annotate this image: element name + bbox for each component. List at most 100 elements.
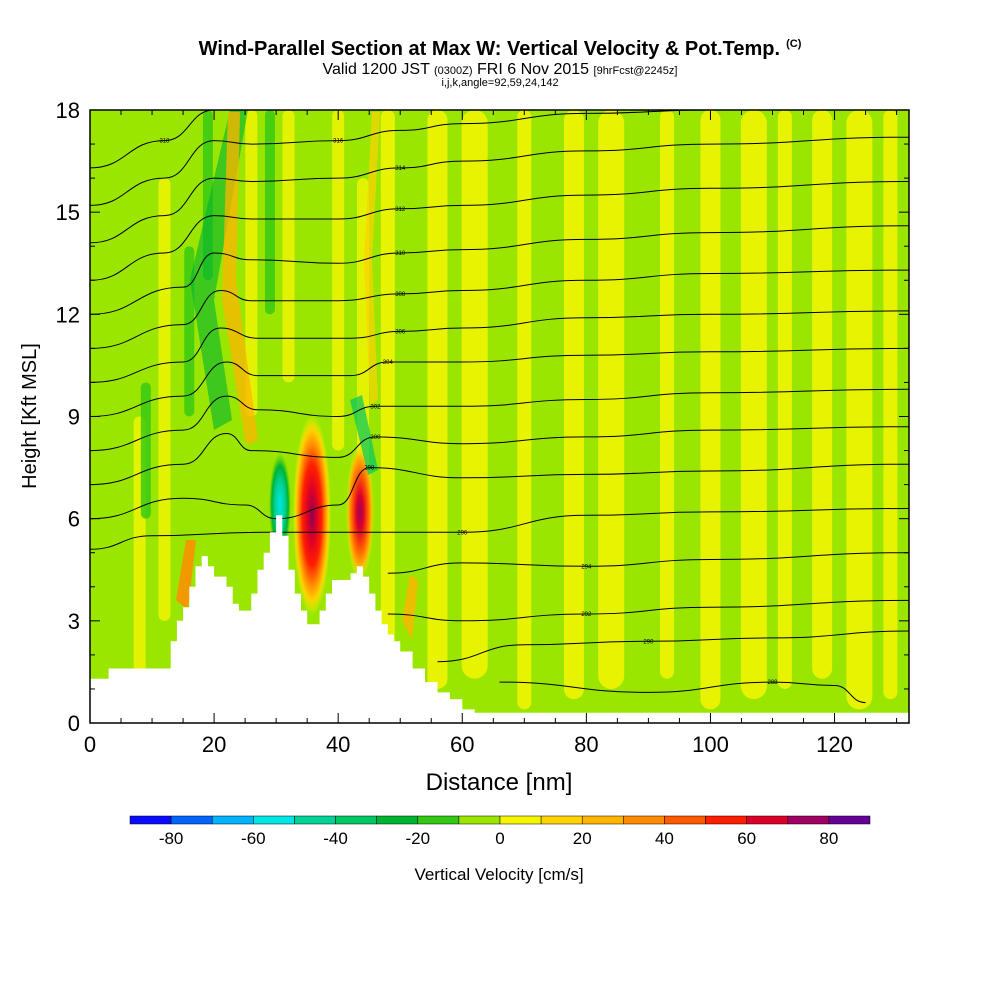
updraft-band (282, 110, 295, 383)
valid-date: FRI 6 Nov 2015 (477, 61, 590, 78)
updraft-band (461, 110, 488, 679)
theta-contour (90, 110, 215, 169)
contour-label: 288 (767, 680, 778, 686)
y-tick-label: 3 (68, 609, 80, 634)
theta-contour (90, 388, 909, 452)
contour-label: 310 (395, 251, 406, 257)
colorbar-tick-label: 20 (573, 829, 592, 848)
updraft-core-2 (346, 444, 374, 580)
contour-label: 306 (395, 329, 406, 335)
velocity-features (176, 110, 418, 640)
colorbar-swatch (129, 815, 172, 825)
theta-contour (90, 136, 909, 244)
theta-contour (90, 181, 909, 281)
downdraft-band (264, 110, 275, 315)
colorbar-label: Vertical Velocity [cm/s] (414, 865, 583, 884)
updraft-band (883, 110, 898, 700)
updraft-band (846, 110, 873, 710)
colorbar-swatch (581, 815, 624, 825)
contour-label: 312 (395, 207, 406, 213)
y-tick-label: 18 (56, 98, 80, 123)
updraft-band (777, 110, 792, 689)
x-tick-label: 40 (326, 732, 350, 757)
y-tick-label: 0 (68, 711, 80, 736)
forecast-info: [9hrFcst@2245z] (593, 65, 678, 77)
downdraft-band (140, 382, 151, 519)
colorbar-swatch (787, 815, 830, 825)
colorbar-swatch (458, 815, 501, 825)
updraft-tilted-band-2 (364, 112, 380, 405)
updraft-band (740, 110, 767, 700)
updraft-band (700, 110, 721, 710)
updraft-core-1 (293, 415, 331, 615)
colorbar-swatch (540, 815, 583, 825)
colorbar-tick-label: 0 (495, 829, 504, 848)
contour-label: 316 (333, 139, 344, 145)
colorbar-swatch (746, 815, 789, 825)
terrain-mask (90, 515, 909, 723)
updraft-band (245, 110, 258, 417)
x-tick-label: 60 (450, 732, 474, 757)
updraft-band (598, 110, 625, 689)
contour-label: 318 (159, 139, 170, 145)
contour-label: 302 (370, 404, 381, 410)
updraft-band (517, 110, 532, 710)
colorbar-swatch (623, 815, 665, 825)
contour-label: 292 (581, 612, 592, 618)
section-params: i,j,k,angle=92,59,24,142 (441, 77, 559, 89)
y-axis-label: Height [Kft MSL] (19, 343, 41, 489)
theta-contour (90, 225, 909, 315)
theta-contour (90, 426, 909, 486)
colorbar-swatch (705, 815, 747, 825)
colorbar-swatch (211, 815, 254, 825)
contour-label: 290 (643, 639, 654, 645)
colorbar-tick-label: -20 (405, 829, 430, 848)
colorbar-tick-label: -40 (323, 829, 348, 848)
updraft-band (158, 178, 171, 621)
chart-subtitle: Valid 1200 JST (0300Z) FRI 6 Nov 2015 [9… (0, 61, 1000, 79)
colorbar-swatch (335, 815, 377, 825)
downdraft-tilted-band-2 (350, 395, 378, 475)
colorbar-tick-label: -60 (241, 829, 266, 848)
theta-contour (90, 310, 909, 383)
x-tick-label: 100 (692, 732, 729, 757)
colorbar-tick-label: 80 (819, 829, 838, 848)
theta-contour (437, 630, 909, 663)
contour-label: 296 (457, 530, 468, 536)
theta-contour (387, 552, 909, 574)
downdraft-core (269, 453, 291, 557)
colorbar-tick-label: 40 (655, 829, 674, 848)
x-tick-label: 20 (202, 732, 226, 757)
y-tick-label: 6 (68, 507, 80, 532)
colorbar-swatch (499, 815, 542, 825)
contour-label: 294 (581, 564, 592, 570)
valid-time: Valid 1200 JST (322, 61, 430, 78)
contour-label: 308 (395, 292, 406, 298)
contour-label: 300 (370, 435, 381, 441)
updraft-lee-2 (402, 575, 418, 640)
colorbar-swatch (828, 815, 871, 825)
x-tick-label: 120 (816, 732, 853, 757)
theta-contour (90, 508, 909, 550)
updraft-tilted-band (222, 112, 258, 445)
colorbar-swatch (253, 815, 295, 825)
theta-contour (90, 269, 909, 349)
updraft-band (812, 110, 833, 679)
colorbar-swatch (170, 815, 213, 825)
colorbar-swatch (417, 815, 460, 825)
x-tick-label: 80 (574, 732, 598, 757)
y-tick-label: 15 (56, 200, 80, 225)
colorbar-swatch (294, 815, 336, 825)
copyright-mark: (C) (786, 38, 802, 50)
updraft-band (332, 110, 345, 451)
colorbar: -80 -60 -40 -20 0 20 40 60 80 (129, 815, 871, 848)
contour-label: 298 (364, 466, 375, 472)
colorbar-tick-label: -80 (159, 829, 184, 848)
colorbar-tick-label: 60 (737, 829, 756, 848)
theta-contours: 288 290 292 294 296 298 300 302 304 306 308 310 312 3… (90, 110, 909, 704)
theta-contour (90, 347, 909, 417)
colorbar-swatch (376, 815, 419, 825)
updraft-band (427, 110, 448, 689)
chart-title: Wind-Parallel Section at Max W: Vertical… (0, 38, 1000, 61)
